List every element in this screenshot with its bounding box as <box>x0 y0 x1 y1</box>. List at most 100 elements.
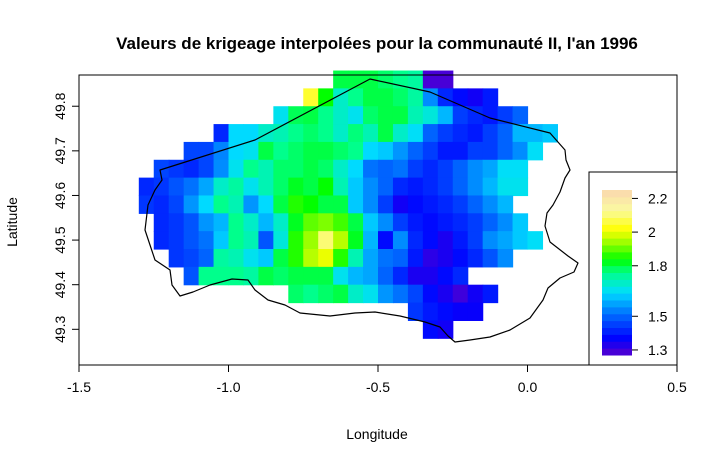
legend-color-step <box>602 348 632 356</box>
heatmap-cell <box>452 284 469 304</box>
heatmap-cell <box>363 195 379 214</box>
heatmap-cell <box>392 266 409 286</box>
heatmap-cell <box>422 302 439 321</box>
legend-color-step <box>602 258 632 267</box>
x-tick-label: 0.5 <box>667 379 687 395</box>
legend-color-step <box>602 286 632 294</box>
heatmap-cell <box>228 195 245 214</box>
heatmap-cell <box>198 249 215 268</box>
heatmap-cell <box>378 159 394 179</box>
heatmap-cell <box>273 141 289 161</box>
heatmap-cell <box>318 141 334 161</box>
heatmap-cell <box>303 106 319 125</box>
heatmap-cell <box>288 231 304 250</box>
heatmap-cell <box>452 106 469 125</box>
heatmap-cell <box>437 88 454 107</box>
heatmap-cell <box>318 195 334 214</box>
heatmap-cell <box>333 177 349 197</box>
heatmap-cell <box>228 249 245 268</box>
heatmap-cell <box>213 177 230 197</box>
y-tick-label: 49.5 <box>52 226 68 253</box>
heatmap-cell <box>467 88 484 107</box>
heatmap-cell <box>198 159 215 179</box>
heatmap-cell <box>183 266 200 286</box>
heatmap-cell <box>497 106 514 125</box>
heatmap-cell <box>183 195 200 214</box>
heatmap-cell <box>168 159 185 179</box>
heatmap-cell <box>482 141 499 161</box>
heatmap-cell <box>407 124 424 143</box>
legend-color-step <box>602 320 632 329</box>
heatmap-cell <box>452 249 469 268</box>
heatmap-cell <box>512 159 529 179</box>
legend-color-step <box>602 313 632 322</box>
heatmap-cell <box>348 141 364 161</box>
heatmap-cell <box>422 141 439 161</box>
legend: 2.2 2 1.8 1.5 1.3 <box>588 171 678 366</box>
heatmap-cell <box>378 124 394 143</box>
heatmap-cell <box>303 249 319 268</box>
heatmap-cell <box>153 231 170 250</box>
heatmap-cell <box>407 141 424 161</box>
x-tick-label: -1.0 <box>216 379 240 395</box>
heatmap-cell <box>348 106 364 125</box>
heatmap-cell <box>258 249 274 268</box>
heatmap-cell <box>422 88 439 107</box>
heatmap-cell <box>407 70 424 89</box>
heatmap-cell <box>228 266 245 286</box>
heatmap-cell <box>467 177 484 197</box>
legend-tick-label: 1.3 <box>648 342 668 358</box>
legend-color-step <box>602 190 632 198</box>
heatmap-cell <box>482 249 499 268</box>
heatmap-cell <box>422 249 439 268</box>
heatmap-cell <box>258 266 274 286</box>
heatmap-cell <box>363 249 379 268</box>
x-tick-label: -0.5 <box>366 379 390 395</box>
heatmap-cell <box>467 124 484 143</box>
heatmap-cell <box>198 195 215 214</box>
heatmap-cell <box>512 106 529 125</box>
heatmap-cell <box>437 320 454 339</box>
heatmap-cell <box>467 141 484 161</box>
heatmap-cell <box>452 141 469 161</box>
heatmap-cell <box>527 231 544 250</box>
heatmap-cell <box>153 213 170 232</box>
heatmap-cell <box>138 195 155 214</box>
heatmap-cell <box>467 106 484 125</box>
heatmap-cell <box>422 320 439 339</box>
heatmap-cell <box>392 213 409 232</box>
heatmap-cell <box>422 195 439 214</box>
heatmap-cell <box>467 284 484 304</box>
heatmap-cell <box>392 195 409 214</box>
heatmap-cell <box>153 195 170 214</box>
heatmap-cell <box>437 141 454 161</box>
heatmap-cells <box>138 70 558 339</box>
heatmap-cell <box>303 195 319 214</box>
heatmap-cell <box>168 195 185 214</box>
legend-color-step <box>602 327 632 335</box>
heatmap-cell <box>363 213 379 232</box>
legend-ticks: 2.2 2 1.8 1.5 1.3 <box>632 190 668 358</box>
heatmap-cell <box>437 231 454 250</box>
heatmap-cell <box>452 213 469 232</box>
legend-color-step <box>602 251 632 260</box>
heatmap-cell <box>407 231 424 250</box>
heatmap-cell <box>482 231 499 250</box>
heatmap-cell <box>363 88 379 107</box>
heatmap-cell <box>407 284 424 304</box>
heatmap-cell <box>482 124 499 143</box>
heatmap-cell <box>392 141 409 161</box>
heatmap-cell <box>437 195 454 214</box>
heatmap-cell <box>273 266 289 286</box>
heatmap-cell <box>258 124 274 143</box>
heatmap-cell <box>422 106 439 125</box>
heatmap-cell <box>378 88 394 107</box>
heatmap-cell <box>497 141 514 161</box>
heatmap-cell <box>378 177 394 197</box>
legend-color-step <box>602 231 632 239</box>
y-tick-label: 49.7 <box>52 137 68 164</box>
heatmap-cell <box>183 231 200 250</box>
heatmap-cell <box>407 302 424 321</box>
heatmap-cell <box>437 106 454 125</box>
y-tick-label: 49.3 <box>52 315 68 342</box>
